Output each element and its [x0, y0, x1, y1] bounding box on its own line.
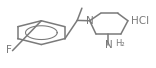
Text: N: N [86, 16, 94, 26]
Text: H₂: H₂ [115, 39, 124, 48]
Text: F: F [6, 45, 12, 55]
Text: N: N [105, 40, 112, 50]
Text: HCl: HCl [131, 16, 149, 26]
